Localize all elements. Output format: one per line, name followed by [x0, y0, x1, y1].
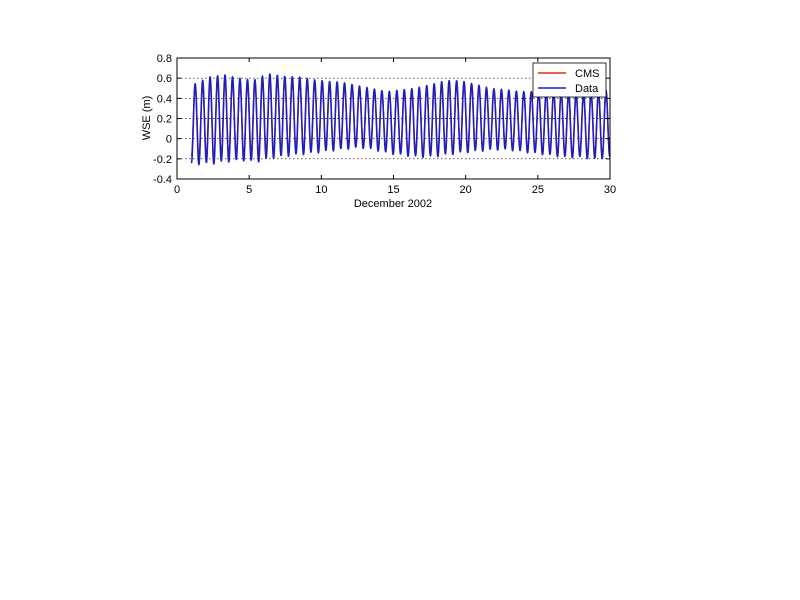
y-tick-label: -0.2 — [153, 154, 172, 166]
y-tick-label: 0.6 — [157, 73, 172, 85]
x-tick-label: 5 — [246, 184, 252, 196]
x-tick-label: 30 — [604, 184, 616, 196]
x-tick-label: 25 — [532, 184, 544, 196]
y-tick-label: -0.4 — [153, 174, 172, 186]
y-tick-label: 0.4 — [157, 93, 172, 105]
y-tick-label: 0.2 — [157, 114, 172, 126]
legend-label-cms: CMS — [575, 68, 599, 80]
series-line-data — [190, 73, 611, 166]
ticks-layer: 0 5 10 15 20 25 30 -0.4 -0.2 0 0.2 0.4 0.6 0.8 — [153, 53, 616, 196]
y-tick-label: 0.8 — [157, 53, 172, 65]
x-tick-label: 20 — [460, 184, 472, 196]
legend-label-data: Data — [575, 83, 599, 95]
x-axis-label: December 2002 — [354, 198, 432, 210]
x-tick-label: 0 — [174, 184, 180, 196]
legend: CMS Data — [532, 62, 607, 98]
y-axis-label: WSE (m) — [141, 96, 153, 141]
x-tick-label: 15 — [387, 184, 399, 196]
y-tick-label: 0 — [166, 134, 172, 146]
x-tick-label: 10 — [315, 184, 327, 196]
legend-box — [532, 62, 607, 98]
series-layer — [190, 73, 611, 166]
